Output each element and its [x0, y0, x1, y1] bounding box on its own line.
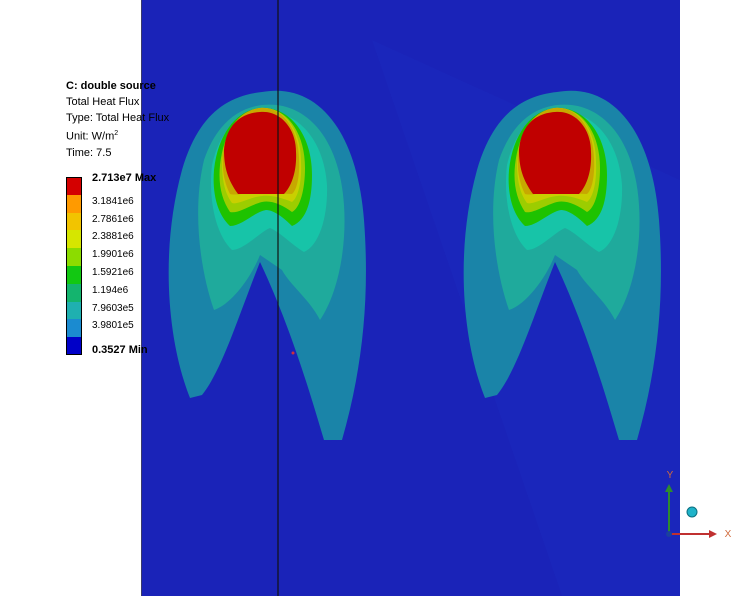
legend-label: 3.1841e6: [92, 195, 134, 207]
contour-band-hot: [519, 111, 592, 194]
result-info-panel: C: double source Total Heat Flux Type: T…: [66, 78, 169, 161]
legend-label: 2.7861e6: [92, 213, 134, 225]
legend-label: 2.713e7 Max: [92, 172, 157, 184]
z-axis-origin-icon: [666, 531, 672, 537]
result-unit-exponent: 2: [114, 130, 119, 137]
legend-label: 1.9901e6: [92, 249, 134, 261]
heat-flux-plume-right: [463, 90, 661, 440]
legend-label: 0.3527 Min: [92, 344, 148, 357]
result-unit-text: Unit: W/m: [66, 130, 115, 143]
legend-label: 3.9801e5: [92, 320, 134, 332]
iso-view-ball-icon[interactable]: [686, 506, 698, 518]
legend-border: [66, 177, 82, 355]
graphics-viewport[interactable]: [141, 0, 680, 596]
result-title: C: double source: [66, 80, 156, 92]
result-quantity: Total Heat Flux: [66, 96, 140, 108]
contour-band-hot: [224, 111, 297, 194]
y-axis-arrow: [665, 484, 673, 492]
legend-label: 1.5921e6: [92, 267, 134, 278]
legend-label: 2.3881e6: [92, 231, 134, 243]
coordinate-triad[interactable]: Y X: [657, 468, 737, 548]
contour-plot: [142, 0, 680, 596]
result-type: Type: Total Heat Flux: [66, 112, 170, 124]
x-axis-arrow: [709, 530, 717, 538]
result-time: Time: 7.5: [66, 146, 112, 159]
probe-marker: [291, 351, 295, 355]
y-axis-label: Y: [667, 470, 674, 481]
result-unit: Unit: W/m2: [66, 126, 169, 145]
legend-label: 7.9603e5: [92, 302, 134, 314]
x-axis-label: X: [725, 529, 732, 540]
legend-label: 1.194e6: [92, 284, 129, 296]
